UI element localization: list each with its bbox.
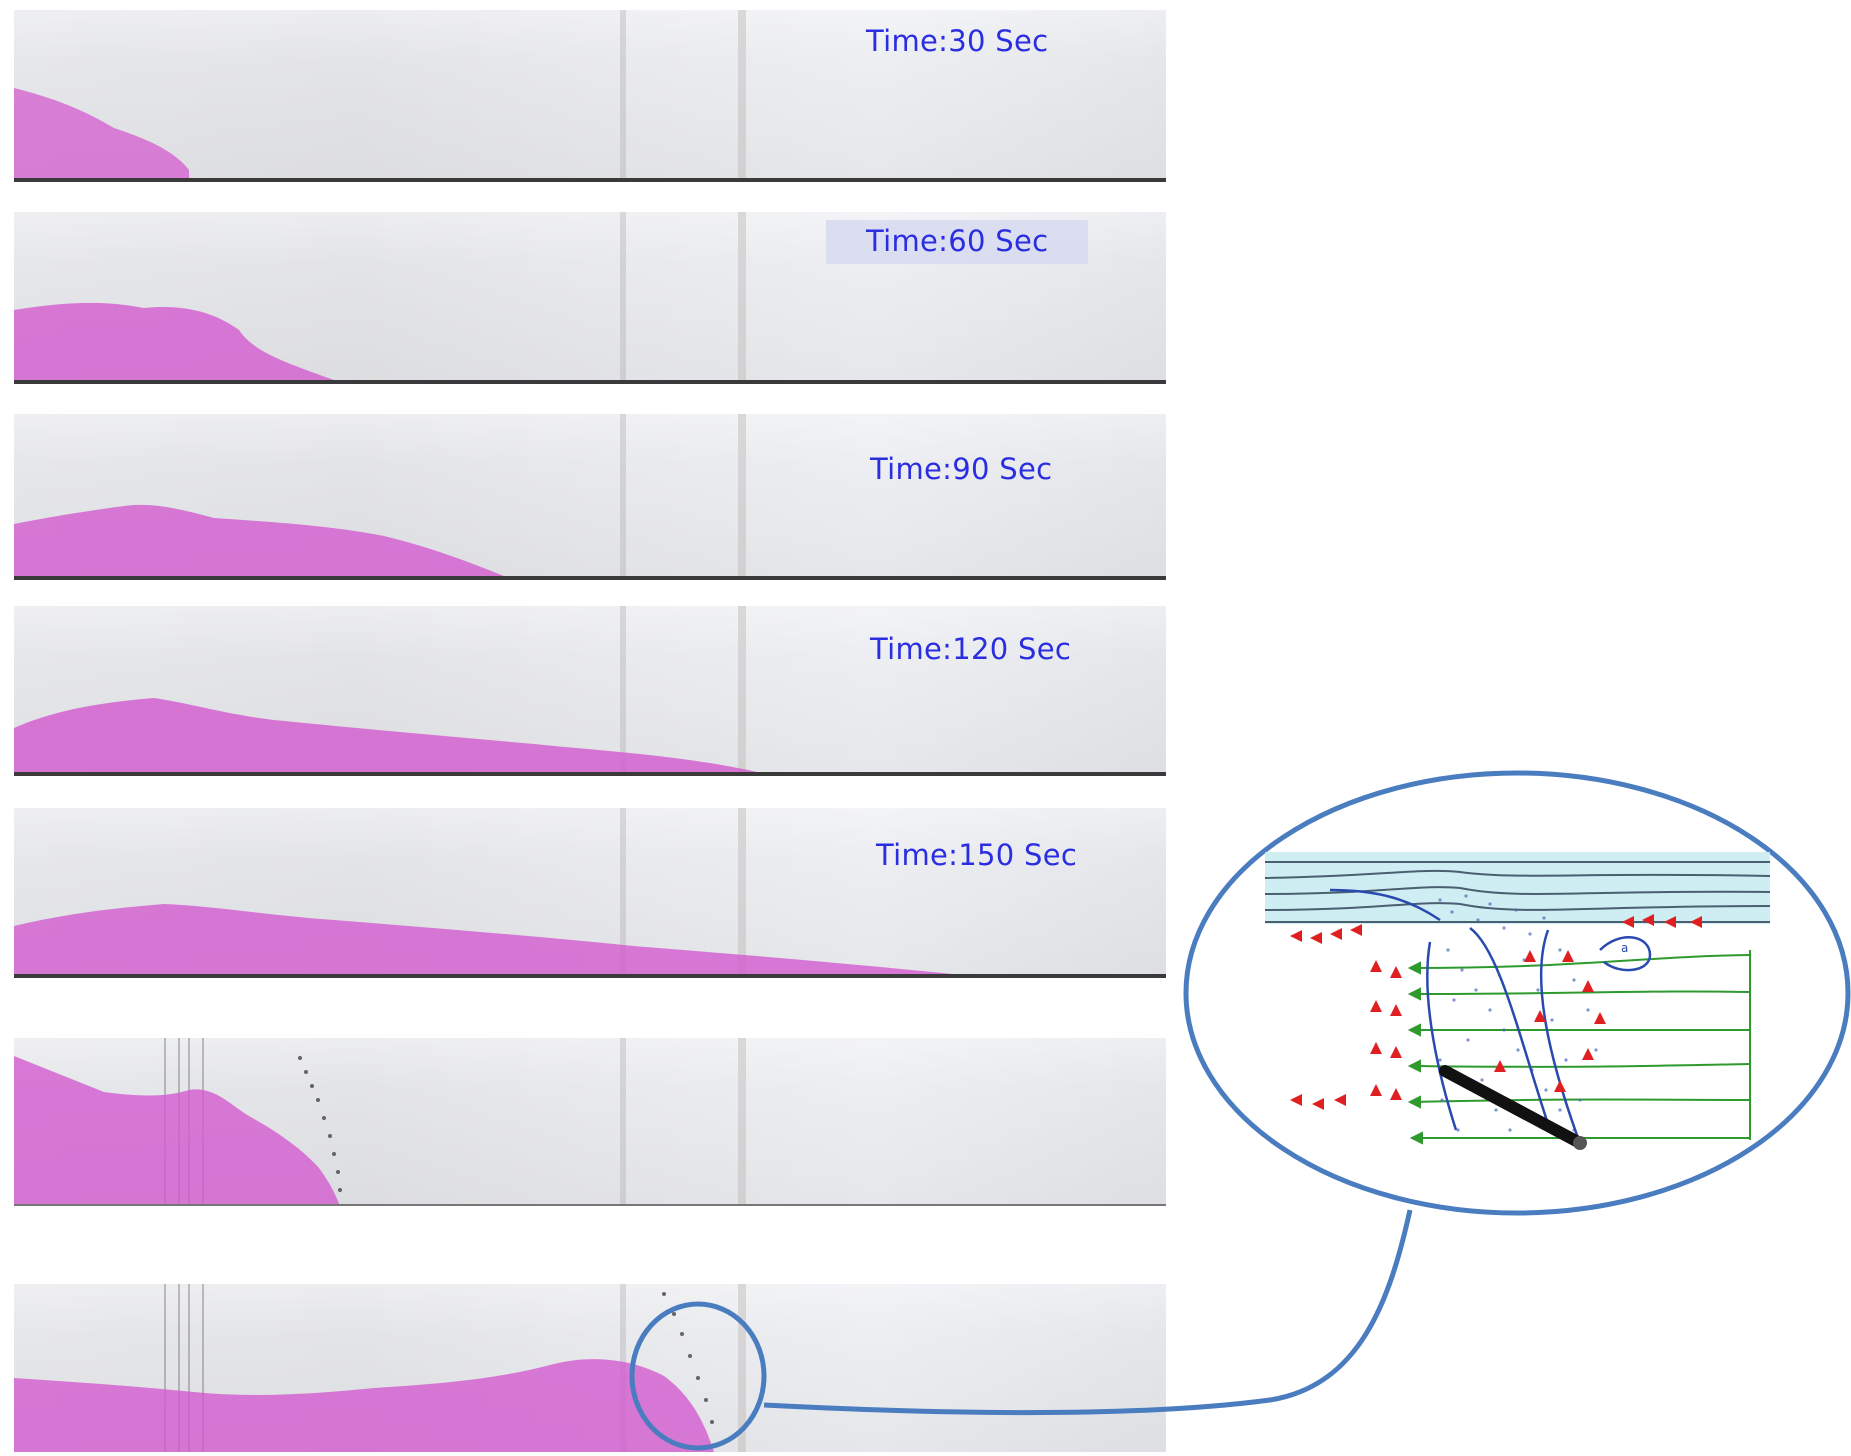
inset-label: a bbox=[1621, 941, 1628, 955]
time-label-120: Time:120 Sec bbox=[870, 632, 1072, 666]
dye-plume-3 bbox=[14, 504, 514, 580]
pipe-icon bbox=[1439, 1065, 1586, 1149]
time-label-60: Time:60 Sec bbox=[826, 220, 1089, 264]
experiment-panel-7 bbox=[14, 1284, 1166, 1452]
time-label-150: Time:150 Sec bbox=[876, 838, 1078, 872]
zoom-source-circle bbox=[629, 1301, 767, 1451]
dye-plume-5 bbox=[14, 904, 994, 978]
dye-plume-7 bbox=[14, 1292, 714, 1452]
dye-plume-4 bbox=[14, 698, 774, 776]
callout-leader-line bbox=[763, 1209, 1413, 1416]
experiment-panel-2: Time:60 Sec bbox=[14, 212, 1166, 384]
time-label-90: Time:90 Sec bbox=[870, 452, 1053, 486]
dye-plume-6 bbox=[14, 1056, 342, 1206]
experiment-panel-1: Time:30 Sec bbox=[14, 10, 1166, 182]
experiment-panel-6 bbox=[14, 1038, 1166, 1206]
experiment-panel-3: Time:90 Sec bbox=[14, 414, 1166, 580]
experiment-panel-4: Time:120 Sec bbox=[14, 606, 1166, 776]
experiment-panel-5: Time:150 Sec bbox=[14, 808, 1166, 978]
dye-plume-2 bbox=[14, 302, 334, 384]
dye-plume-1 bbox=[14, 88, 189, 182]
time-label-30: Time:30 Sec bbox=[866, 24, 1049, 58]
flow-diagram-inset: a bbox=[1264, 852, 1771, 1150]
